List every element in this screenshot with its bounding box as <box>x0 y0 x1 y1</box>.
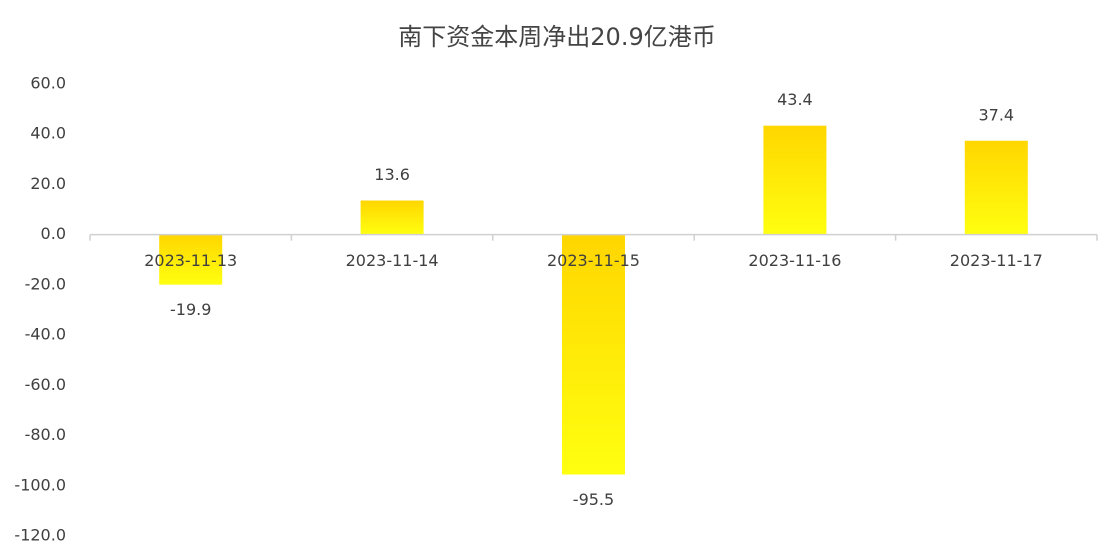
x-tick-label: 2023-11-14 <box>346 251 439 270</box>
y-tick-label: -40.0 <box>25 325 66 344</box>
x-tick-label: 2023-11-16 <box>748 251 841 270</box>
data-label: 43.4 <box>777 90 813 109</box>
y-tick-label: -20.0 <box>25 274 66 293</box>
y-tick-label: -80.0 <box>25 425 66 444</box>
y-tick-label: 40.0 <box>30 124 66 143</box>
bar <box>562 234 625 475</box>
data-label: -19.9 <box>170 300 211 319</box>
y-tick-label: -60.0 <box>25 375 66 394</box>
bar <box>964 140 1028 235</box>
y-tick-label: 60.0 <box>30 74 66 93</box>
bar <box>360 200 424 235</box>
data-label: 37.4 <box>978 105 1014 124</box>
data-label: -95.5 <box>573 490 614 509</box>
x-tick-label: 2023-11-15 <box>547 251 640 270</box>
chart-title: 南下资金本周净出20.9亿港币 <box>398 23 715 51</box>
data-label: 13.6 <box>374 165 410 184</box>
y-tick-label: -120.0 <box>14 526 66 545</box>
bar <box>763 125 827 235</box>
x-tick-label: 2023-11-13 <box>144 251 237 270</box>
bar <box>159 234 223 285</box>
y-tick-label: 0.0 <box>41 224 66 243</box>
y-tick-label: 20.0 <box>30 174 66 193</box>
y-tick-label: -100.0 <box>14 475 66 494</box>
x-tick-label: 2023-11-17 <box>950 251 1043 270</box>
